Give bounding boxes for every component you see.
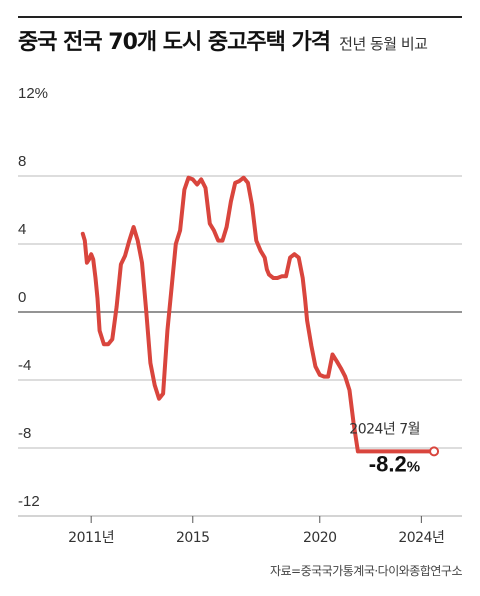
x-tick-labels: 2011년 2015 2020 2024년 bbox=[68, 516, 445, 546]
x-tick-label: 2015 bbox=[176, 530, 210, 546]
y-tick-labels: 12% 8 4 0 -4 -8 -12 bbox=[18, 85, 48, 510]
annotation-value: -8.2% bbox=[369, 451, 420, 476]
x-tick-label: 2024년 bbox=[398, 530, 444, 546]
x-tick-label: 2020 bbox=[303, 530, 337, 546]
source-note: 자료=중국국가통계국·다이와종합연구소 bbox=[269, 564, 463, 578]
x-tick-label: 2011년 bbox=[68, 530, 114, 546]
end-point-marker bbox=[429, 446, 440, 457]
title-row: 중국 전국 70개 도시 중고주택 가격 전년 동월 비교 bbox=[18, 24, 428, 56]
annotation-value-unit: % bbox=[407, 458, 420, 475]
y-tick-label: 0 bbox=[18, 289, 26, 306]
y-tick-label: -8 bbox=[18, 425, 31, 442]
chart-subtitle: 전년 동월 비교 bbox=[339, 35, 428, 53]
chart-title: 중국 전국 70개 도시 중고주택 가격 bbox=[18, 30, 331, 55]
y-tick-label: -4 bbox=[18, 357, 31, 374]
gridlines bbox=[18, 175, 462, 517]
series-line bbox=[80, 175, 437, 454]
y-tick-label: -12 bbox=[18, 493, 40, 510]
y-tick-label: 4 bbox=[18, 221, 26, 238]
y-tick-label: 12% bbox=[18, 85, 48, 102]
annotation-date-label: 2024년 7월 bbox=[349, 421, 420, 437]
top-rule bbox=[18, 16, 462, 18]
y-tick-label: 8 bbox=[18, 153, 26, 170]
annotation-value-number: -8.2 bbox=[369, 451, 407, 476]
